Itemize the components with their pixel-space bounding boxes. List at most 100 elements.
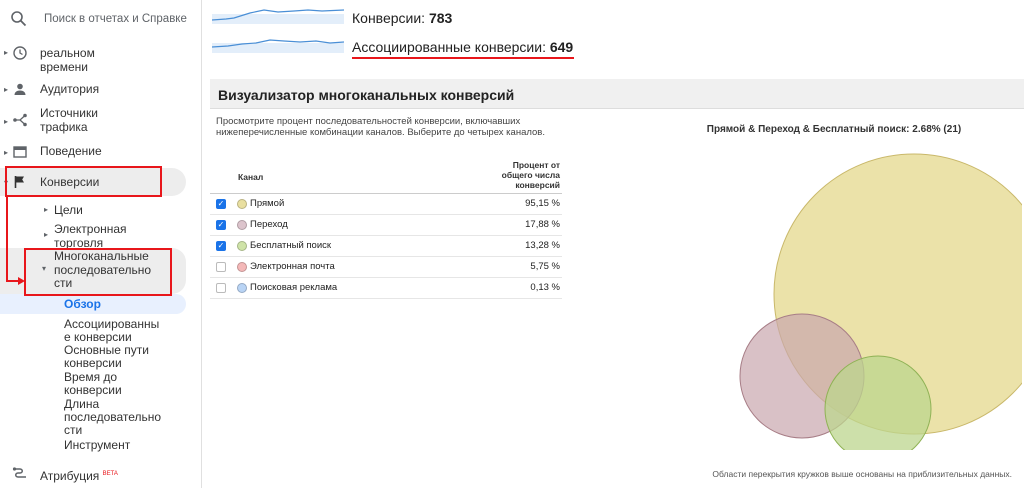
- metric-label: Ассоциированные конверсии:: [352, 39, 546, 55]
- sidebar-item-tool[interactable]: Инструмент: [64, 438, 131, 452]
- channel-percent: 17,88 %: [525, 219, 560, 230]
- expand-caret-icon[interactable]: ▸: [4, 85, 9, 94]
- channel-checkbox[interactable]: [216, 283, 226, 293]
- sidebar-item-label: Ассоциированны: [64, 317, 160, 331]
- expand-caret-icon[interactable]: ▸: [4, 148, 9, 157]
- metric-assisted: Ассоциированные конверсии: 649: [352, 39, 573, 55]
- column-header-percent: Процент от общего числа конверсий: [480, 160, 560, 190]
- sparkline-conversions: [212, 9, 344, 24]
- sidebar-item-label: сти: [64, 423, 83, 437]
- channel-color-dot: [237, 262, 247, 272]
- active-item-highlight: [0, 168, 186, 196]
- channel-checkbox[interactable]: ✓: [216, 199, 226, 209]
- channel-color-dot: [237, 241, 247, 251]
- sidebar-item-conversions[interactable]: Конверсии: [40, 175, 100, 189]
- sidebar-item-sources[interactable]: Источники трафика: [40, 106, 98, 134]
- annotation-underline: [352, 57, 574, 59]
- attribution-icon: [12, 467, 26, 478]
- table-row: ✓ Переход 17,88 %: [210, 215, 562, 236]
- channel-table: Канал Процент от общего числа конверсий …: [210, 158, 562, 299]
- sidebar-item-label: Длина: [64, 397, 100, 411]
- venn-circle-organic: [824, 355, 932, 450]
- channel-percent: 5,75 %: [530, 261, 560, 272]
- search-icon: [11, 11, 27, 27]
- sidebar-item-time-lag[interactable]: Время до конверсии: [64, 371, 122, 397]
- sidebar-item-label: времени: [40, 60, 88, 74]
- panel-description: Просмотрите процент последовательностей …: [216, 116, 545, 138]
- sidebar-item-assisted[interactable]: Ассоциированны е конверсии: [64, 318, 159, 344]
- beta-badge: BETA: [102, 471, 118, 477]
- sidebar-item-label: реальном: [40, 46, 95, 60]
- channel-checkbox[interactable]: ✓: [216, 220, 226, 230]
- sidebar-item-label: торговля: [54, 236, 104, 250]
- column-header-line: конверсий: [515, 180, 560, 190]
- channel-name: Переход: [250, 219, 288, 230]
- sidebar-item-overview[interactable]: Обзор: [64, 297, 101, 311]
- sidebar-item-audience[interactable]: Аудитория: [40, 82, 100, 96]
- sidebar-item-label: Основные пути: [64, 343, 149, 357]
- table-header: Канал Процент от общего числа конверсий: [210, 158, 562, 194]
- selected-item-highlight: [0, 294, 186, 314]
- sidebar-item-label: трафика: [40, 120, 88, 134]
- active-item-highlight: [0, 248, 186, 294]
- sidebar-item-ecommerce[interactable]: Электронная торговля: [54, 222, 127, 250]
- search-input[interactable]: Поиск в отчетах и Справке: [44, 13, 187, 25]
- annotation-arrow: [6, 197, 25, 285]
- channel-color-dot: [237, 220, 247, 230]
- venn-diagram: [739, 153, 1022, 450]
- collapse-caret-icon[interactable]: ▾: [42, 264, 47, 273]
- main-content: Конверсии: 783 Ассоциированные конверсии…: [202, 0, 1024, 488]
- sidebar-item-attribution[interactable]: Атрибуция BETA: [40, 467, 118, 483]
- venn-note: Области перекрытия кружков выше основаны…: [712, 469, 1012, 479]
- channel-color-dot: [237, 199, 247, 209]
- sidebar-item-label: Время до: [64, 370, 118, 384]
- channel-checkbox[interactable]: [216, 262, 226, 272]
- expand-caret-icon[interactable]: ▸: [44, 230, 49, 239]
- expand-caret-icon[interactable]: ▸: [4, 48, 9, 57]
- sidebar-item-label: Источники: [40, 106, 98, 120]
- expand-caret-icon[interactable]: ▸: [44, 205, 49, 214]
- table-row: Электронная почта 5,75 %: [210, 257, 562, 278]
- channel-percent: 0,13 %: [530, 282, 560, 293]
- sidebar-item-mcf[interactable]: Многоканальные последовательно сти: [54, 249, 152, 291]
- sidebar-item-label: сти: [54, 276, 73, 290]
- sidebar-item-label: Многоканальные: [54, 249, 149, 263]
- sidebar: Поиск в отчетах и Справке ▸ реальном вре…: [0, 0, 202, 488]
- sidebar-item-goals[interactable]: Цели: [54, 203, 83, 217]
- sidebar-item-top-paths[interactable]: Основные пути конверсии: [64, 344, 149, 370]
- metric-value: 783: [428, 10, 453, 26]
- channel-name: Поисковая реклама: [250, 282, 338, 293]
- metric-value: 649: [549, 39, 574, 55]
- clock-icon: [13, 46, 27, 60]
- channel-name: Прямой: [250, 198, 285, 209]
- sparkline-assisted: [212, 39, 344, 53]
- channel-name: Электронная почта: [250, 261, 335, 272]
- sidebar-item-realtime[interactable]: реальном времени: [40, 46, 95, 74]
- sidebar-item-label: последовательно: [54, 262, 152, 277]
- channel-color-dot: [237, 283, 247, 293]
- sidebar-item-label: Электронная: [54, 222, 127, 236]
- channel-checkbox[interactable]: ✓: [216, 241, 226, 251]
- column-header-line: Процент от: [512, 160, 560, 170]
- sidebar-item-label: последовательно: [64, 410, 162, 424]
- search-bar[interactable]: Поиск в отчетах и Справке: [0, 0, 202, 40]
- sidebar-item-path-length[interactable]: Длина последовательно сти: [64, 398, 161, 437]
- highlight-box-mcf: [24, 248, 172, 296]
- venn-title: Прямой & Переход & Бесплатный поиск: 2.6…: [706, 124, 962, 135]
- column-header-channel: Канал: [238, 172, 264, 182]
- table-row: ✓ Прямой 95,15 %: [210, 194, 562, 215]
- table-row: ✓ Бесплатный поиск 13,28 %: [210, 236, 562, 257]
- metric-conversions: Конверсии: 783: [352, 10, 452, 26]
- flag-icon: [14, 176, 24, 188]
- sidebar-item-behavior[interactable]: Поведение: [40, 144, 102, 158]
- sidebar-item-label: е конверсии: [64, 330, 132, 344]
- panel-header: Визуализатор многоканальных конверсий: [210, 79, 1024, 109]
- panel-title: Визуализатор многоканальных конверсий: [218, 87, 515, 103]
- expand-caret-icon[interactable]: ▸: [4, 117, 9, 126]
- sidebar-item-label: Атрибуция: [40, 469, 100, 483]
- highlight-box-conversions: [5, 166, 162, 197]
- table-row: Поисковая реклама 0,13 %: [210, 278, 562, 299]
- channel-percent: 95,15 %: [525, 198, 560, 209]
- sources-icon: [13, 113, 27, 127]
- sidebar-item-label: конверсии: [64, 356, 122, 370]
